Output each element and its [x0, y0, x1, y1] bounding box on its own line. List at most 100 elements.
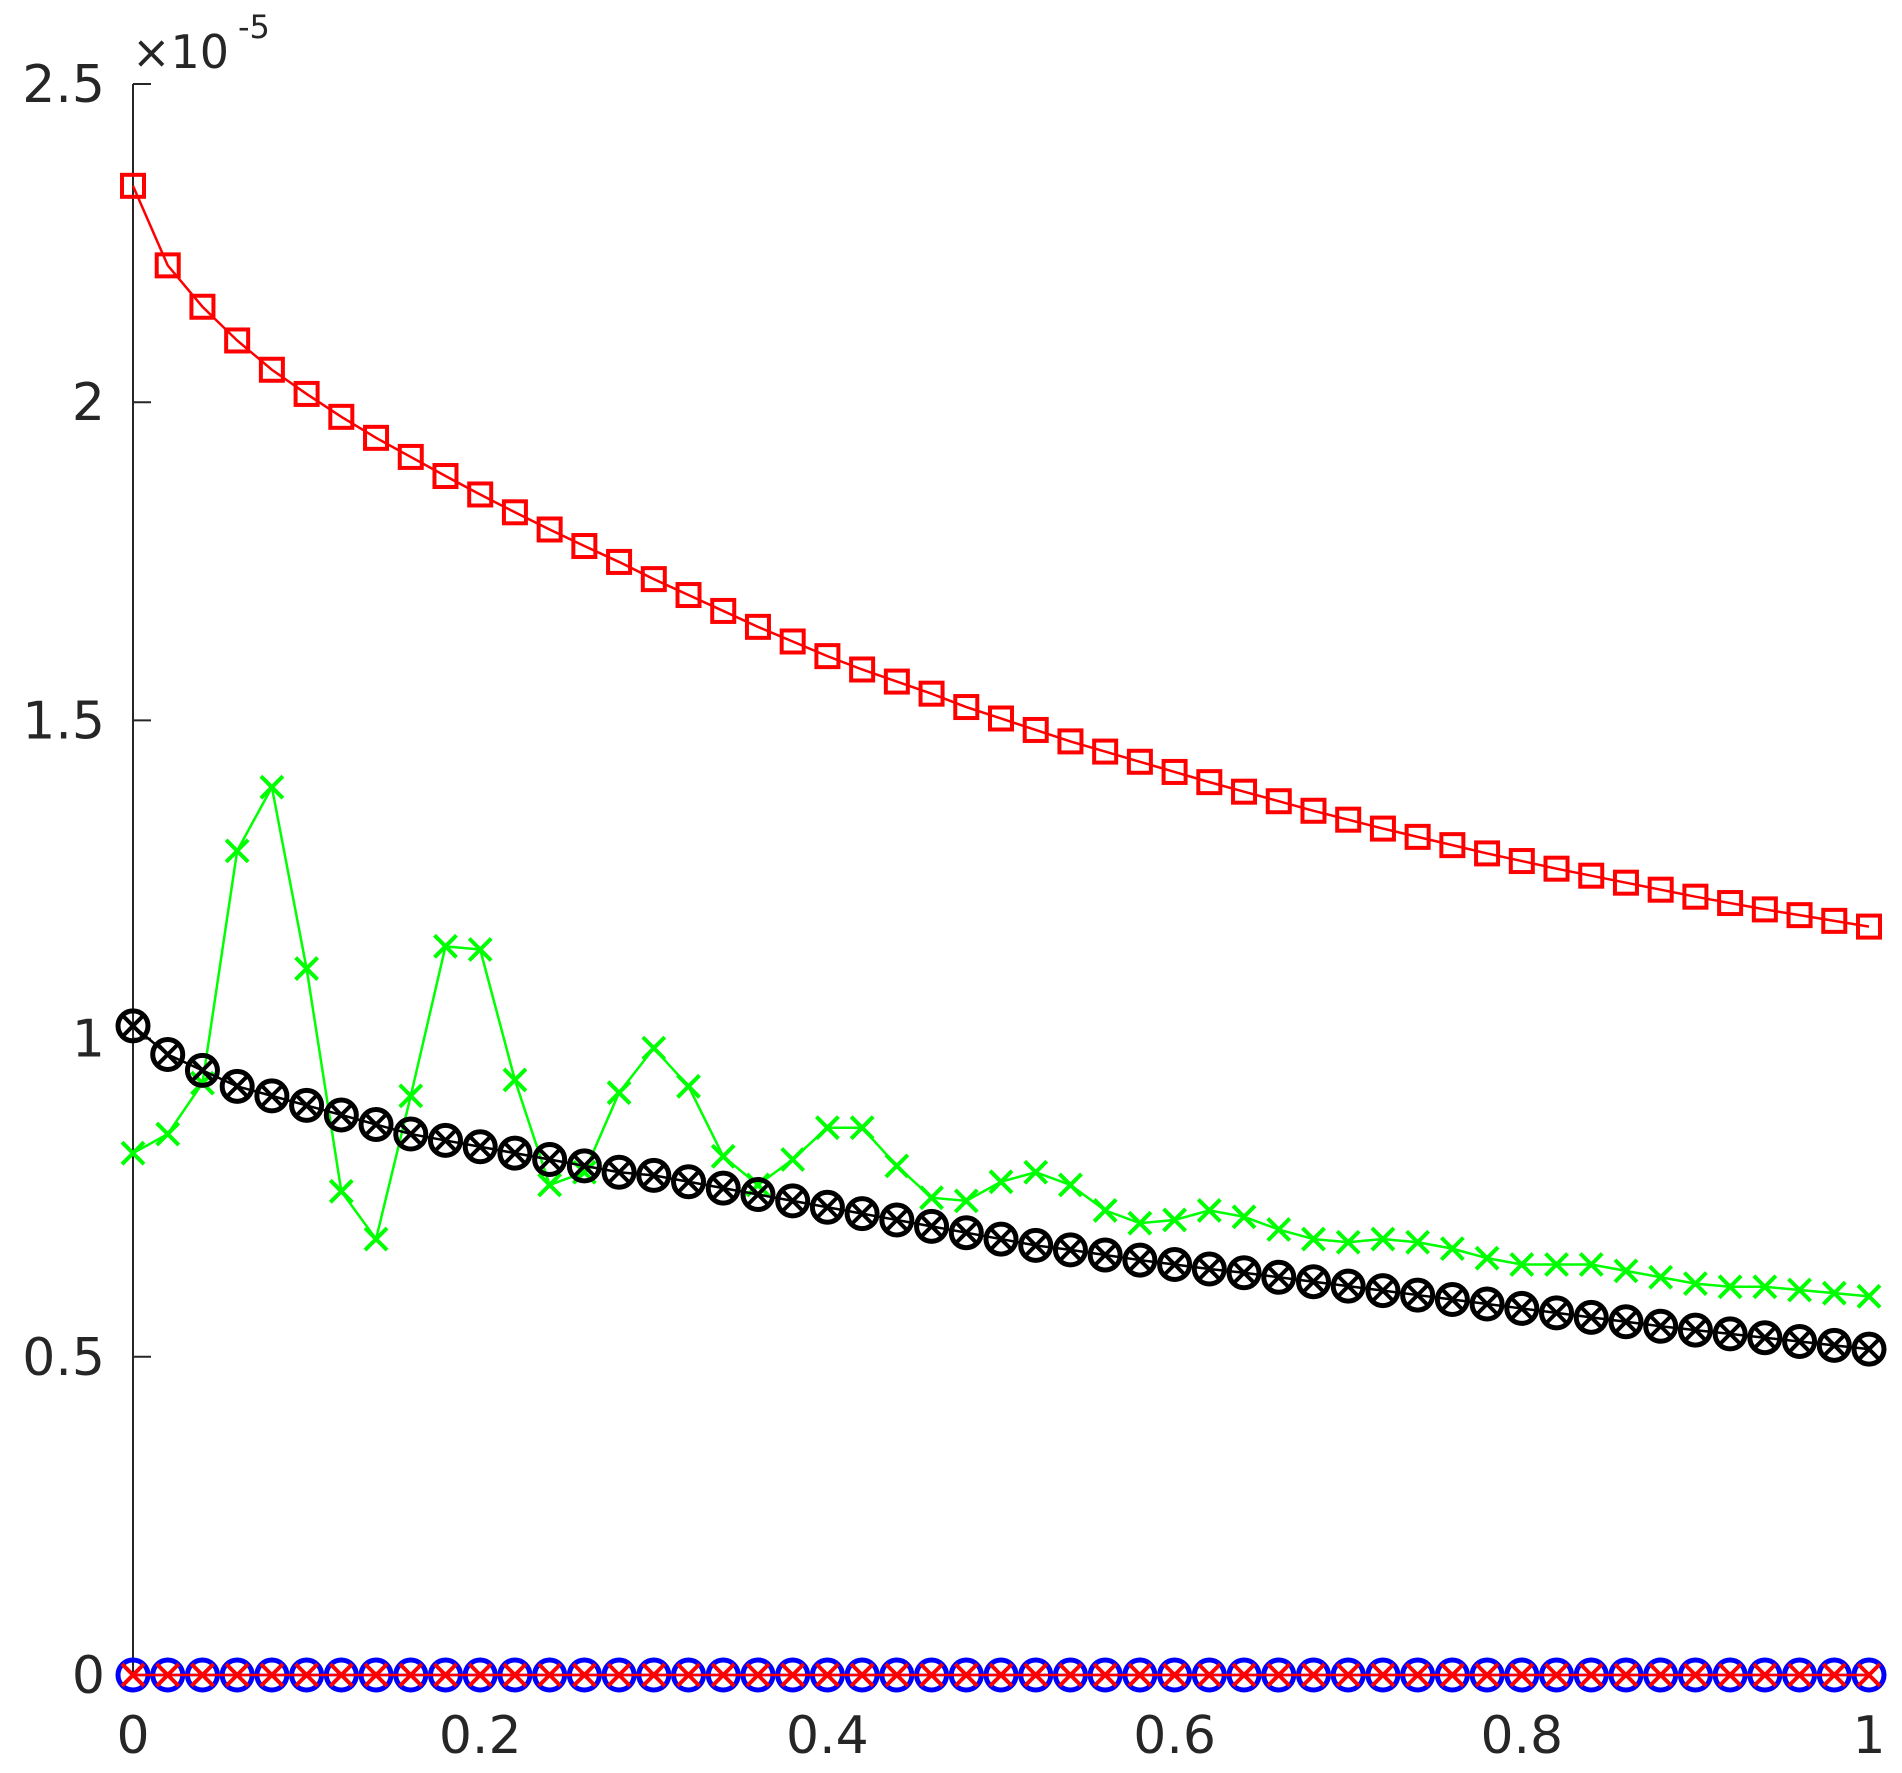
data-point-circle: [358, 1107, 394, 1143]
data-point-circle: [1018, 1227, 1054, 1263]
data-point-circle: [532, 1142, 568, 1178]
data-point-circle: [1191, 1251, 1227, 1287]
y-tick-label: 1: [72, 1010, 105, 1070]
data-point-x: [259, 1662, 285, 1688]
data-point-x: [1648, 1314, 1673, 1339]
data-point-square: [1126, 748, 1153, 775]
data-point-circle: [1365, 1273, 1401, 1309]
data-point-square: [536, 516, 563, 543]
data-point-x: [294, 956, 320, 982]
y-tick-label: 1.5: [22, 691, 105, 751]
data-point-x: [502, 1662, 528, 1688]
x-tick-label: 0.4: [786, 1706, 869, 1766]
data-point-square: [154, 252, 181, 279]
data-point-x: [989, 1227, 1013, 1251]
data-point-x: [1058, 1237, 1083, 1262]
data-point-x: [1474, 1662, 1500, 1688]
data-point-x: [155, 1662, 181, 1688]
data-point-circle: [1052, 1232, 1088, 1268]
data-point-circle: [427, 1122, 463, 1158]
data-point-x: [1752, 1274, 1778, 1300]
data-point-x: [1439, 1236, 1465, 1262]
data-point-x: [814, 1115, 840, 1141]
data-point-circle: [1122, 1242, 1158, 1278]
data-point-x: [814, 1662, 840, 1688]
data-point-x: [676, 1662, 701, 1688]
data-point-x: [641, 1163, 666, 1188]
data-point-x: [1301, 1662, 1326, 1688]
data-point-square: [189, 293, 216, 320]
data-point-square: [675, 582, 702, 609]
data-point-circle: [1400, 1277, 1436, 1313]
data-point-x: [120, 1140, 146, 1166]
data-point-x: [467, 1662, 493, 1688]
data-point-circle: [1261, 1259, 1297, 1295]
data-point-circle: [1608, 1304, 1644, 1340]
axes: [132, 83, 151, 1676]
data-point-square: [1022, 716, 1049, 743]
y-exponent-label: ×10: [132, 25, 229, 79]
data-point-x: [259, 1083, 284, 1108]
data-point-circle: [1782, 1324, 1818, 1360]
data-point-x: [780, 1662, 806, 1688]
data-point-x: [1127, 1662, 1153, 1688]
data-point-x: [572, 1153, 597, 1178]
data-point-circle: [254, 1078, 290, 1114]
data-point-x: [433, 933, 458, 959]
data-point-x: [988, 1662, 1014, 1688]
data-point-circle: [150, 1037, 186, 1073]
data-point-x: [607, 1160, 631, 1185]
data-point-square: [1578, 862, 1605, 889]
data-point-square: [432, 463, 459, 490]
data-point-x: [1475, 1292, 1499, 1316]
data-point-x: [1162, 1252, 1187, 1277]
data-point-square: [1612, 869, 1639, 896]
data-point-x: [1509, 1296, 1534, 1321]
data-point-x: [571, 1662, 597, 1688]
data-point-x: [711, 1176, 736, 1201]
data-point-square: [120, 172, 146, 199]
data-point-square: [849, 656, 876, 683]
data-point-x: [1856, 1662, 1882, 1688]
data-point-square: [467, 481, 494, 508]
data-point-square: [1369, 815, 1396, 842]
data-point-circle: [1573, 1299, 1609, 1335]
data-point-x: [1023, 1159, 1049, 1185]
plot-area: [115, 172, 1887, 1693]
data-point-x: [1509, 1662, 1535, 1688]
data-point-x: [641, 1035, 667, 1061]
data-point-x: [1370, 1226, 1396, 1252]
data-point-x: [919, 1185, 944, 1211]
data-point-x: [1578, 1662, 1604, 1688]
data-point-x: [1717, 1274, 1743, 1300]
data-point-x: [1231, 1204, 1257, 1230]
data-point-x: [190, 1058, 215, 1083]
data-point-square: [1265, 788, 1292, 815]
data-point-square: [224, 327, 251, 354]
y-exponent-power: -5: [238, 8, 270, 46]
data-point-x: [537, 1147, 562, 1172]
data-point-x: [1440, 1287, 1465, 1312]
y-tick-label: 0: [72, 1646, 105, 1706]
data-point-x: [225, 1074, 250, 1099]
data-point-x: [1266, 1217, 1292, 1242]
data-point-x: [363, 1662, 389, 1688]
data-point-x: [850, 1201, 875, 1226]
data-point-square: [1856, 913, 1882, 940]
data-point-x: [1405, 1229, 1431, 1255]
data-point-square: [1751, 896, 1778, 923]
data-point-x: [1335, 1229, 1361, 1255]
data-point-x: [884, 1153, 910, 1179]
series-line: [132, 783, 1870, 1298]
data-point-x: [884, 1662, 910, 1688]
data-point-x: [1301, 1269, 1326, 1294]
data-point-x: [1787, 1329, 1812, 1354]
data-point-x: [155, 1121, 181, 1147]
data-point-x: [1717, 1662, 1743, 1688]
series-line: [131, 185, 1870, 928]
data-point-circle: [115, 1008, 151, 1044]
data-point-x: [1856, 1283, 1882, 1309]
series-0: [120, 172, 1882, 940]
data-point-x: [121, 1013, 145, 1038]
